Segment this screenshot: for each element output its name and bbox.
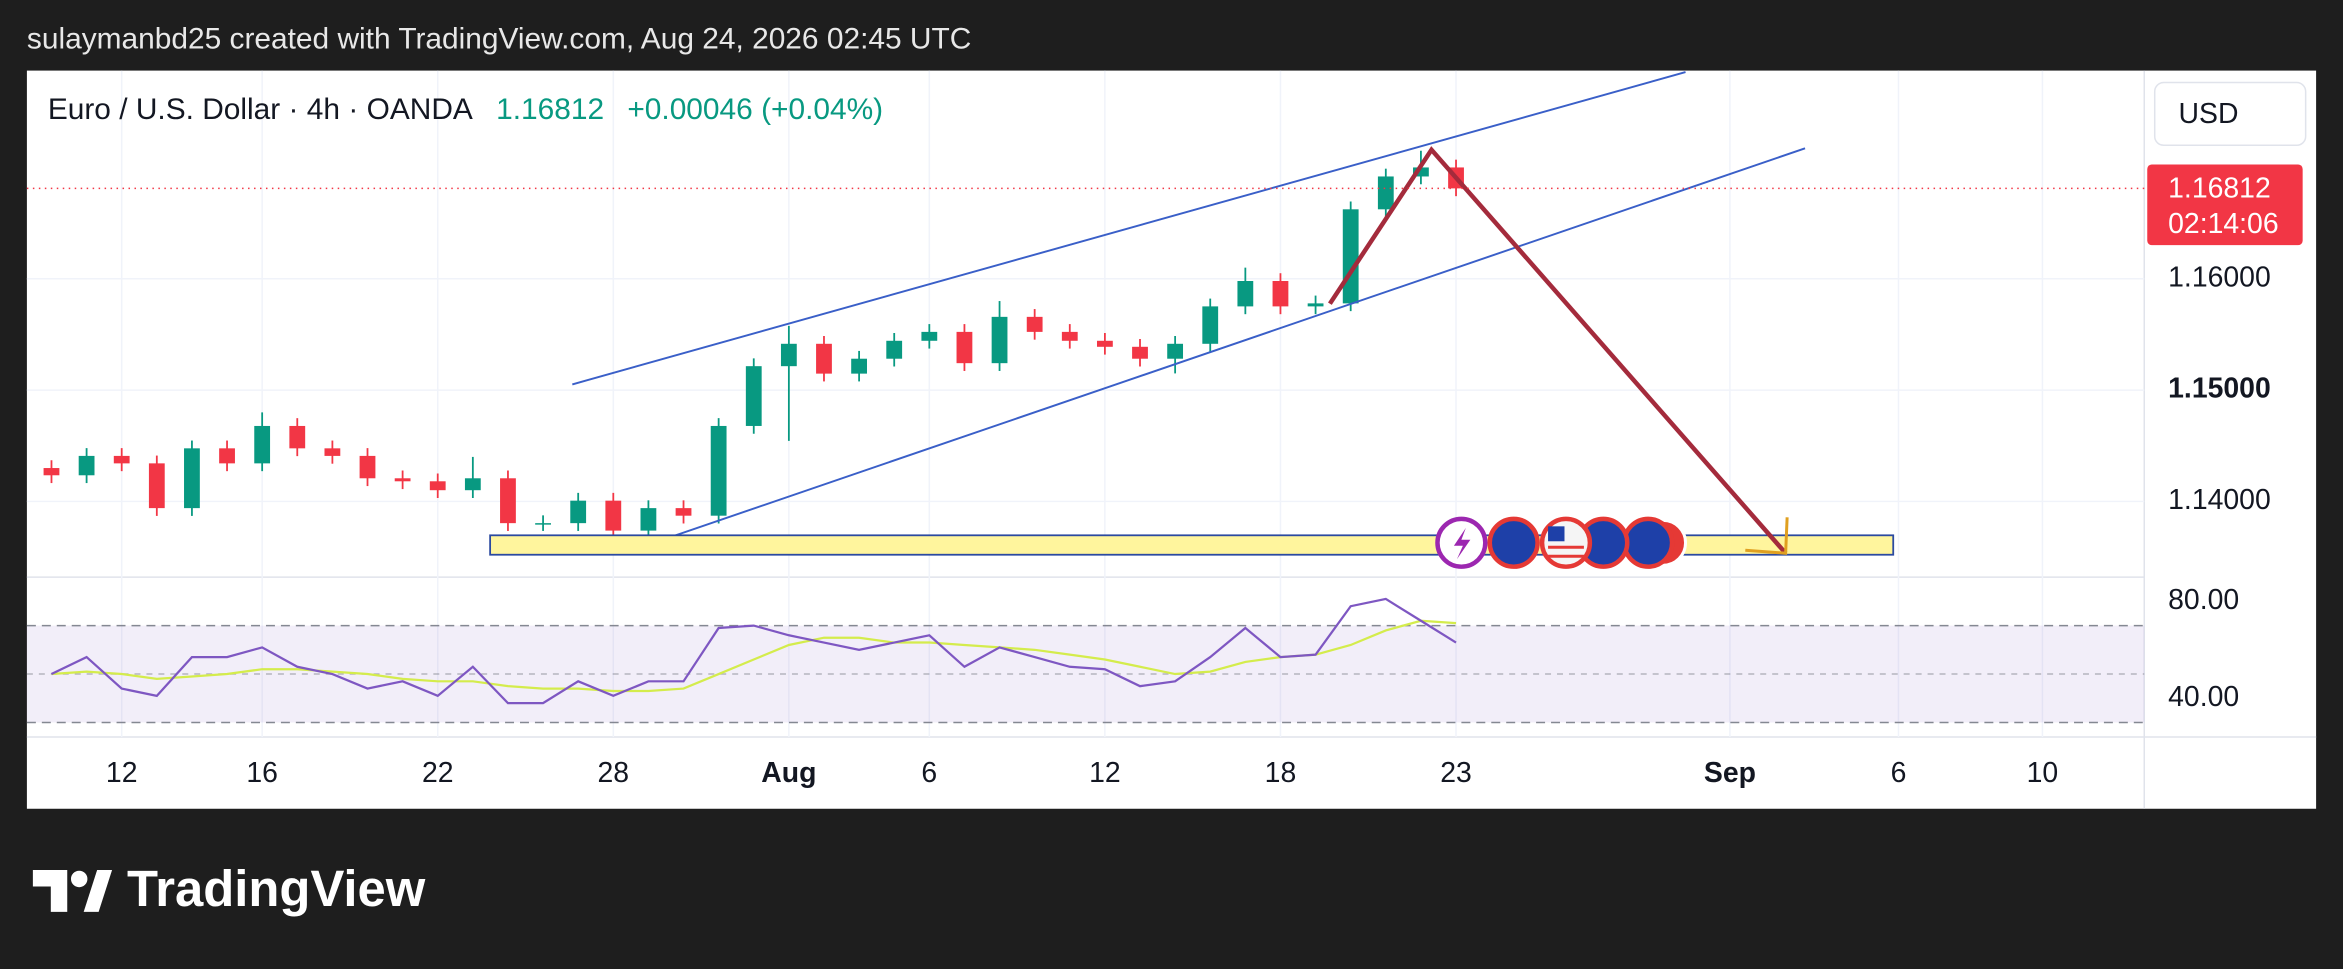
candle-body bbox=[1061, 331, 1078, 341]
arrow-head bbox=[1745, 517, 1789, 555]
currency: USD bbox=[2179, 98, 2239, 130]
event-icon bbox=[1622, 516, 1675, 569]
candle-body bbox=[1237, 281, 1254, 307]
logo-mark bbox=[70, 870, 88, 888]
event-icons bbox=[1435, 516, 1688, 569]
y-tick-label: 1.16000 bbox=[2168, 261, 2271, 293]
x-tick-label: 28 bbox=[598, 757, 630, 789]
candle-body bbox=[1202, 306, 1219, 344]
candle-body bbox=[851, 358, 867, 374]
currency-button[interactable] bbox=[2153, 81, 2307, 147]
x-tick-label: 23 bbox=[1440, 757, 1472, 789]
candle-body bbox=[886, 340, 903, 359]
candle-body bbox=[113, 455, 130, 464]
candle-body bbox=[710, 425, 727, 516]
header-text: sulaymanbd25 created with TradingView.co… bbox=[27, 23, 971, 56]
countdown: 02:14:06 bbox=[2168, 208, 2278, 240]
candle-body bbox=[1096, 340, 1113, 347]
event-icon bbox=[1487, 516, 1540, 569]
candle-body bbox=[1307, 303, 1324, 307]
legend-price: 1.16812 bbox=[496, 93, 604, 126]
rsi-tick-label: 40.00 bbox=[2168, 681, 2239, 713]
event-icon bbox=[1539, 516, 1593, 569]
candle-body bbox=[1272, 281, 1289, 307]
legend-change: +0.00046 (+0.04%) bbox=[627, 93, 883, 126]
candle-body bbox=[675, 508, 692, 516]
price-label: 1.16812 bbox=[2168, 172, 2271, 204]
candle-body bbox=[956, 331, 973, 364]
x-tick-label: 6 bbox=[921, 757, 937, 789]
candle-body bbox=[148, 463, 165, 509]
x-tick-label: 22 bbox=[422, 757, 454, 789]
candle-body bbox=[429, 481, 446, 491]
rsi-values-line bbox=[50, 597, 1457, 705]
legend: Euro / U.S. Dollar · 4h · OANDA 1.16812 … bbox=[48, 93, 883, 126]
logo: TradingView bbox=[32, 860, 426, 917]
candle-body bbox=[1342, 209, 1359, 304]
channel-lower bbox=[631, 147, 1806, 552]
candle-body bbox=[605, 500, 622, 531]
y-tick-label: 1.15000 bbox=[2168, 373, 2271, 405]
candle-body bbox=[1377, 176, 1394, 210]
candle-body bbox=[289, 425, 306, 449]
x-tick-label: 18 bbox=[1265, 757, 1297, 789]
flag-canton bbox=[1548, 526, 1565, 542]
candle-body bbox=[1167, 343, 1184, 359]
channel-upper bbox=[572, 71, 1686, 386]
x-tick-label: Sep bbox=[1704, 757, 1756, 789]
rsi-band bbox=[26, 625, 2145, 723]
x-tick-label: Aug bbox=[761, 757, 816, 789]
candle-body bbox=[535, 523, 551, 525]
brand: TradingView bbox=[127, 860, 426, 917]
candle-body bbox=[359, 455, 376, 479]
candle-body bbox=[816, 343, 832, 374]
rsi-tick-label: 80.00 bbox=[2168, 584, 2239, 616]
candle-body bbox=[43, 468, 60, 476]
logo-mark bbox=[32, 870, 68, 912]
price-label-box bbox=[2147, 164, 2303, 246]
logo-mark bbox=[83, 870, 113, 912]
candle-body bbox=[1413, 167, 1429, 177]
rsi-pane bbox=[26, 597, 2145, 724]
candle-body bbox=[500, 478, 516, 524]
candle-body bbox=[219, 448, 235, 464]
x-tick-label: 12 bbox=[106, 757, 138, 789]
chart-panel bbox=[26, 70, 2317, 809]
candle-body bbox=[745, 366, 762, 426]
candle-body bbox=[991, 316, 1008, 364]
candle-body bbox=[184, 448, 200, 509]
x-tick-label: 16 bbox=[246, 757, 278, 789]
candle-body bbox=[78, 455, 95, 476]
candle-body bbox=[570, 500, 587, 524]
candle-body bbox=[921, 331, 938, 341]
candle-body bbox=[394, 478, 411, 482]
candle-body bbox=[640, 508, 657, 531]
candle-body bbox=[254, 425, 271, 464]
x-tick-label: 10 bbox=[2027, 757, 2059, 789]
y-tick-label: 1.14000 bbox=[2168, 484, 2271, 516]
rsi-ma-line bbox=[51, 619, 1457, 693]
x-tick-label: 6 bbox=[1891, 757, 1907, 789]
candle-body bbox=[1026, 316, 1043, 332]
candle-body bbox=[1132, 346, 1148, 359]
lightning bbox=[1453, 527, 1471, 560]
projection-path bbox=[1328, 146, 1788, 555]
legend-symbol: Euro / U.S. Dollar · 4h · OANDA bbox=[48, 93, 473, 126]
candle-body bbox=[464, 478, 481, 491]
x-tick-label: 12 bbox=[1089, 757, 1121, 789]
candle-body bbox=[780, 343, 797, 367]
overlay: 1.16812 02:14:06 bbox=[26, 164, 2303, 246]
candle-body bbox=[324, 448, 341, 456]
